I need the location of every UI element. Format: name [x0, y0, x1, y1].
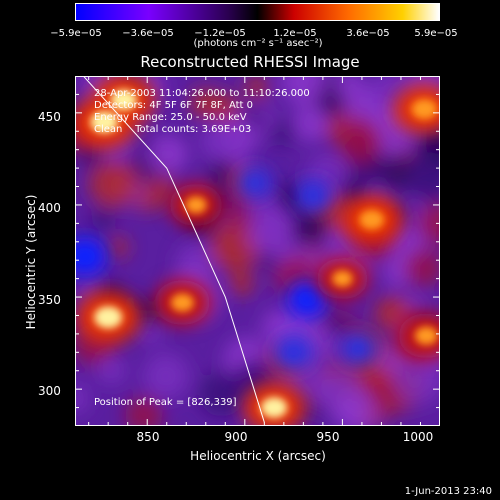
- info-detectors: Detectors: 4F 5F 6F 7F 8F, Att 0: [94, 100, 254, 111]
- heatmap-texture-blob: [245, 192, 282, 229]
- cold-spot: [286, 279, 329, 318]
- heatmap-texture-blob: [77, 144, 104, 171]
- heatmap-texture-blob: [75, 383, 90, 413]
- colorbar-tick: 5.9e−05: [414, 28, 458, 39]
- colorbar: [75, 3, 440, 21]
- hot-spot-core: [94, 306, 123, 329]
- hot-spot-core: [185, 196, 207, 214]
- cold-spot: [294, 179, 332, 213]
- cold-spot: [338, 331, 378, 367]
- colorbar-tick: −5.9e−05: [50, 28, 102, 39]
- peak-position-label: Position of Peak = [826,339]: [94, 397, 237, 408]
- heatmap-texture-blob: [417, 203, 440, 245]
- y-tick-label: 300: [38, 384, 61, 398]
- info-time-range: 28-Apr-2003 11:04:26.000 to 11:10:26.000: [94, 88, 310, 99]
- heatmap-texture-blob: [245, 76, 269, 100]
- y-axis-label: Heliocentric Y (arcsec): [24, 194, 38, 330]
- heatmap-texture-blob: [374, 295, 411, 332]
- heatmap-texture-blob: [244, 107, 267, 130]
- heatmap-texture-blob: [199, 122, 239, 161]
- heatmap-texture-blob: [124, 396, 163, 426]
- hot-spot-core: [170, 293, 194, 312]
- heatmap-texture-blob: [292, 105, 329, 142]
- x-axis-label: Heliocentric X (arcsec): [190, 449, 326, 463]
- hot-spot-core: [411, 99, 438, 120]
- cold-spot: [273, 334, 314, 371]
- hot-spot-core: [359, 209, 385, 230]
- heatmap-texture-blob: [270, 119, 297, 146]
- x-tick-label: 850: [136, 430, 160, 444]
- y-tick-label: 350: [38, 293, 61, 307]
- hot-spot-core: [90, 111, 119, 134]
- heatmap-texture-blob: [402, 151, 440, 204]
- heatmap-texture-blob: [404, 248, 440, 288]
- heatmap-texture-blob: [89, 160, 137, 208]
- y-tick-label: 450: [38, 110, 61, 124]
- heatmap-texture-blob: [229, 271, 254, 296]
- solar-limb-line: [82, 76, 265, 423]
- heatmap-texture-blob: [96, 355, 126, 385]
- hot-spot-core: [260, 397, 288, 418]
- heatmap-texture-blob: [393, 355, 440, 406]
- plot-frame: [75, 76, 440, 426]
- cold-spot: [75, 236, 107, 277]
- colorbar-tick: 3.6e−05: [346, 28, 390, 39]
- x-tick-label: 1000: [402, 430, 434, 444]
- heatmap-texture-blob: [90, 205, 116, 231]
- y-tick-label: 400: [38, 201, 61, 215]
- chart-title: Reconstructed RHESSI Image: [140, 53, 360, 71]
- cold-spot: [236, 166, 273, 199]
- heatmap-texture-blob: [280, 76, 327, 105]
- timestamp: 1-Jun-2013 23:40: [404, 486, 492, 497]
- heatmap-texture-blob: [146, 134, 187, 174]
- heatmap-plot: [75, 76, 440, 426]
- heatmap-texture-blob: [199, 371, 245, 417]
- heatmap-texture-blob: [377, 347, 405, 375]
- x-tick-label: 900: [224, 430, 248, 444]
- info-total-counts: Clean Total counts: 3.69E+03: [94, 124, 252, 135]
- colorbar-tick: −1.2e−05: [194, 28, 246, 39]
- hot-spot-core: [110, 89, 137, 111]
- colorbar-tick: −3.6e−05: [122, 28, 174, 39]
- info-energy-range: Energy Range: 25.0 - 50.0 keV: [94, 112, 247, 123]
- heatmap-texture-blob: [142, 353, 189, 400]
- colorbar-unit: (photons cm⁻² s⁻¹ asec⁻²): [193, 38, 323, 49]
- heatmap-texture-blob: [190, 88, 222, 120]
- heatmap-texture-blob: [335, 117, 382, 164]
- heatmap-texture-blob: [108, 237, 129, 258]
- heatmap-texture-blob: [334, 391, 378, 426]
- hot-spot-core: [332, 270, 353, 287]
- colorbar-tick: 1.2e−05: [273, 28, 317, 39]
- x-tick-label: 950: [316, 430, 340, 444]
- heatmap-texture-blob: [292, 208, 330, 246]
- hot-spot-core: [414, 326, 438, 345]
